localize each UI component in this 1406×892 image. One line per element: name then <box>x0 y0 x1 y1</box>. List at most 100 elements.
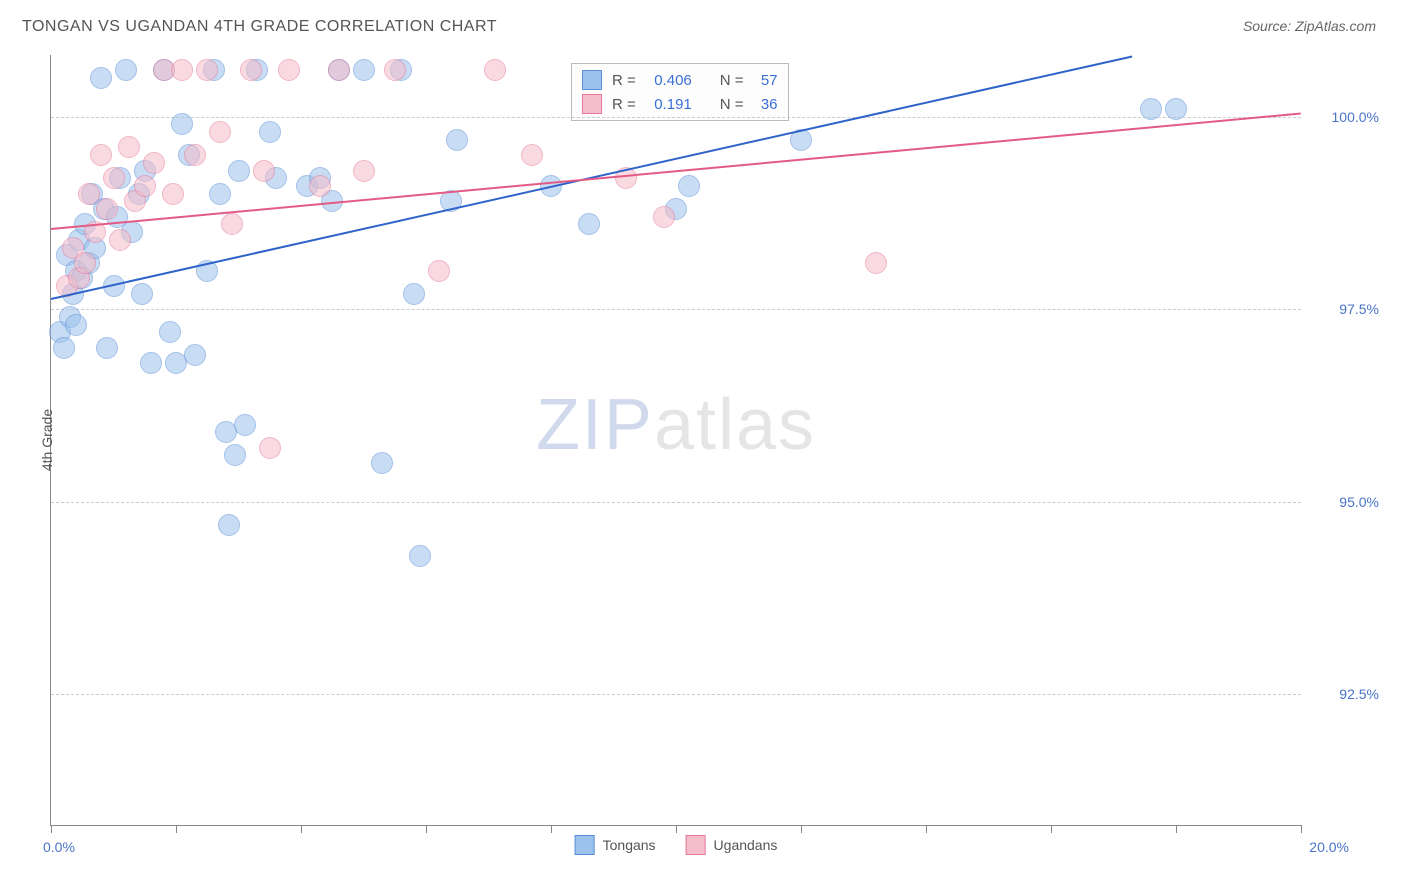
watermark-atlas: atlas <box>654 385 816 465</box>
data-point <box>162 183 184 205</box>
data-point <box>678 175 700 197</box>
data-point <box>309 175 331 197</box>
stats-row: R = 0.191 N = 36 <box>582 92 778 116</box>
data-point <box>428 260 450 282</box>
data-point <box>96 198 118 220</box>
data-point <box>484 59 506 81</box>
legend-swatch <box>686 835 706 855</box>
stats-row: R = 0.406 N = 57 <box>582 68 778 92</box>
legend-swatch <box>575 835 595 855</box>
data-point <box>446 129 468 151</box>
data-point <box>184 144 206 166</box>
data-point <box>371 452 393 474</box>
data-point <box>234 414 256 436</box>
legend-item: Tongans <box>575 835 656 855</box>
x-tick <box>1176 825 1177 833</box>
n-value: 36 <box>754 96 778 113</box>
legend: Tongans Ugandans <box>575 835 778 855</box>
legend-label: Ugandans <box>714 837 778 853</box>
watermark-zip: ZIP <box>536 385 654 465</box>
data-point <box>134 175 156 197</box>
r-value: 0.406 <box>646 72 692 89</box>
data-point <box>253 160 275 182</box>
stats-box: R = 0.406 N = 57 R = 0.191 N = 36 <box>571 63 789 121</box>
data-point <box>96 337 118 359</box>
data-point <box>209 121 231 143</box>
data-point <box>653 206 675 228</box>
data-point <box>65 314 87 336</box>
chart-title: TONGAN VS UGANDAN 4TH GRADE CORRELATION … <box>22 18 497 36</box>
x-tick <box>301 825 302 833</box>
data-point <box>53 337 75 359</box>
data-point <box>328 59 350 81</box>
data-point <box>278 59 300 81</box>
y-axis-title: 4th Grade <box>39 409 55 471</box>
legend-label: Tongans <box>603 837 656 853</box>
gridline <box>51 117 1301 118</box>
x-tick <box>51 825 52 833</box>
data-point <box>209 183 231 205</box>
data-point <box>115 59 137 81</box>
data-point <box>259 121 281 143</box>
x-tick <box>1301 825 1302 833</box>
y-tick-label: 100.0% <box>1332 109 1379 125</box>
data-point <box>171 113 193 135</box>
data-point <box>140 352 162 374</box>
x-tick <box>176 825 177 833</box>
data-point <box>521 144 543 166</box>
data-point <box>353 59 375 81</box>
n-value: 57 <box>754 72 778 89</box>
data-point <box>143 152 165 174</box>
watermark: ZIPatlas <box>536 384 816 466</box>
y-tick-label: 92.5% <box>1339 686 1379 702</box>
data-point <box>218 514 240 536</box>
data-point <box>1165 98 1187 120</box>
data-point <box>171 59 193 81</box>
data-point <box>384 59 406 81</box>
legend-item: Ugandans <box>686 835 778 855</box>
r-label: R = <box>612 96 636 113</box>
n-label: N = <box>720 72 744 89</box>
y-tick-label: 95.0% <box>1339 494 1379 510</box>
data-point <box>159 321 181 343</box>
x-tick <box>676 825 677 833</box>
x-tick <box>801 825 802 833</box>
gridline <box>51 694 1301 695</box>
data-point <box>240 59 262 81</box>
data-point <box>409 545 431 567</box>
data-point <box>196 59 218 81</box>
r-value: 0.191 <box>646 96 692 113</box>
series-swatch <box>582 70 602 90</box>
data-point <box>118 136 140 158</box>
data-point <box>259 437 281 459</box>
data-point <box>184 344 206 366</box>
data-point <box>578 213 600 235</box>
gridline <box>51 309 1301 310</box>
data-point <box>865 252 887 274</box>
data-point <box>90 67 112 89</box>
x-axis-min-label: 0.0% <box>43 839 75 855</box>
data-point <box>353 160 375 182</box>
data-point <box>131 283 153 305</box>
data-point <box>90 144 112 166</box>
data-point <box>224 444 246 466</box>
r-label: R = <box>612 72 636 89</box>
x-tick <box>926 825 927 833</box>
n-label: N = <box>720 96 744 113</box>
data-point <box>221 213 243 235</box>
x-tick <box>1051 825 1052 833</box>
source-label: Source: ZipAtlas.com <box>1243 18 1376 34</box>
data-point <box>74 252 96 274</box>
data-point <box>1140 98 1162 120</box>
data-point <box>103 167 125 189</box>
data-point <box>78 183 100 205</box>
x-tick <box>551 825 552 833</box>
data-point <box>403 283 425 305</box>
y-tick-label: 97.5% <box>1339 301 1379 317</box>
x-tick <box>426 825 427 833</box>
x-axis-max-label: 20.0% <box>1309 839 1349 855</box>
plot-area: 4th Grade ZIPatlas R =0.406N =57R =0.191… <box>50 55 1301 826</box>
gridline <box>51 502 1301 503</box>
data-point <box>228 160 250 182</box>
data-point <box>109 229 131 251</box>
